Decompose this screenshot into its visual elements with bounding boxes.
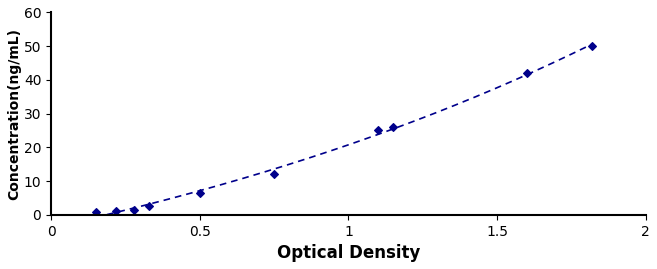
Y-axis label: Concentration(ng/mL): Concentration(ng/mL) (7, 28, 21, 200)
X-axis label: Optical Density: Optical Density (277, 244, 420, 262)
